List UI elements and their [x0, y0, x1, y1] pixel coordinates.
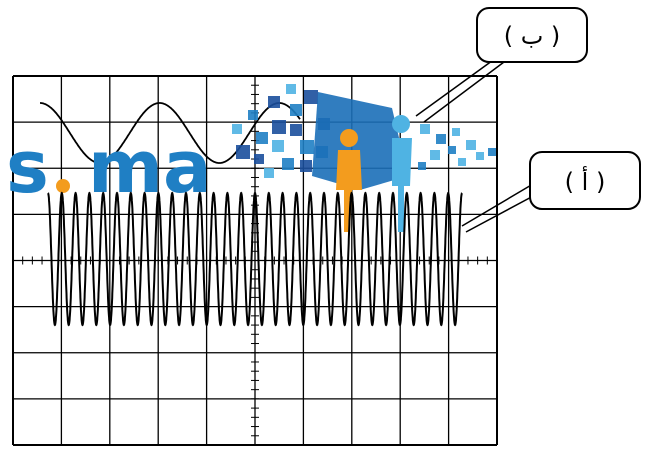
logo-pixel-square [476, 152, 484, 160]
callout-b-pointer-line-2 [423, 61, 505, 123]
callout-a-pointer-line-2 [465, 193, 538, 233]
logo-pixel-square [430, 150, 440, 160]
logo-pixel-square [232, 124, 242, 134]
logo-text-s: s [6, 125, 49, 209]
callout-a-label: ( أ ) [565, 166, 606, 196]
logo-pixel-square [300, 160, 312, 172]
logo-pixel-square [418, 162, 426, 170]
logo-pixel-square [300, 140, 314, 154]
logo-dot [56, 179, 70, 193]
callout-b: ( ب ) [415, 7, 588, 123]
logo-pixel-square [236, 145, 250, 159]
waveform-b [40, 102, 301, 164]
logo-blue-figure-icon [392, 115, 412, 232]
logo-pixel-square [272, 120, 286, 134]
logo-text-ma: ma [88, 125, 212, 209]
logo-pixel-square [290, 104, 302, 116]
logo-pixel-square [420, 124, 430, 134]
logo-pixel-square [290, 124, 302, 136]
logo-pixel-square [256, 132, 268, 144]
logo-pixel-square [466, 140, 476, 150]
logo-pixel-square [436, 134, 446, 144]
callout-b-box [476, 7, 588, 63]
logo-pixel-square [304, 90, 318, 104]
logo-pixel-square [248, 110, 258, 120]
logo-pixel-square [268, 96, 280, 108]
waveform-a [47, 191, 463, 327]
logo-pixel-square [286, 84, 296, 94]
logo-pixel-square [254, 154, 264, 164]
callout-a-pointer-line-1 [461, 183, 534, 227]
logo-pixel-square [282, 158, 294, 170]
callout-b-label: ( ب ) [504, 22, 561, 50]
logo-pixel-square [272, 140, 284, 152]
callout-a: ( أ ) [461, 151, 641, 233]
logo-pixel-square [458, 158, 466, 166]
logo-orange-figure-icon [336, 129, 362, 232]
logo-pixel-square [488, 148, 496, 156]
callout-b-pointer-line-1 [415, 57, 497, 117]
callout-a-box [529, 151, 641, 210]
logo-pixel-square [264, 168, 274, 178]
logo-pixel-square [448, 146, 456, 154]
watermark-logo: s ma [6, 84, 496, 232]
logo-pixel-square [452, 128, 460, 136]
logo-blue-shape [312, 92, 408, 190]
